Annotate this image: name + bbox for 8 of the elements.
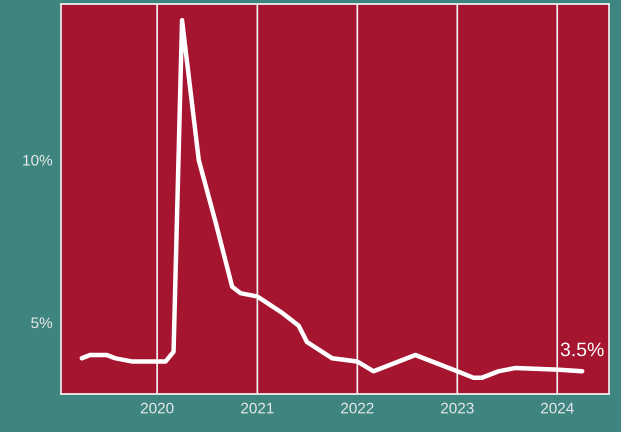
x-tick-label: 2023 <box>441 402 474 414</box>
x-tick-label: 2020 <box>140 402 174 414</box>
annotation: 3.5% <box>560 342 604 356</box>
y-tick-label: 10% <box>23 154 52 166</box>
x-tick-label: 2024 <box>541 402 574 414</box>
x-tick-label: 2021 <box>241 402 274 414</box>
y-tick-label: 5% <box>31 317 52 328</box>
x-tick-label: 2022 <box>341 402 374 414</box>
